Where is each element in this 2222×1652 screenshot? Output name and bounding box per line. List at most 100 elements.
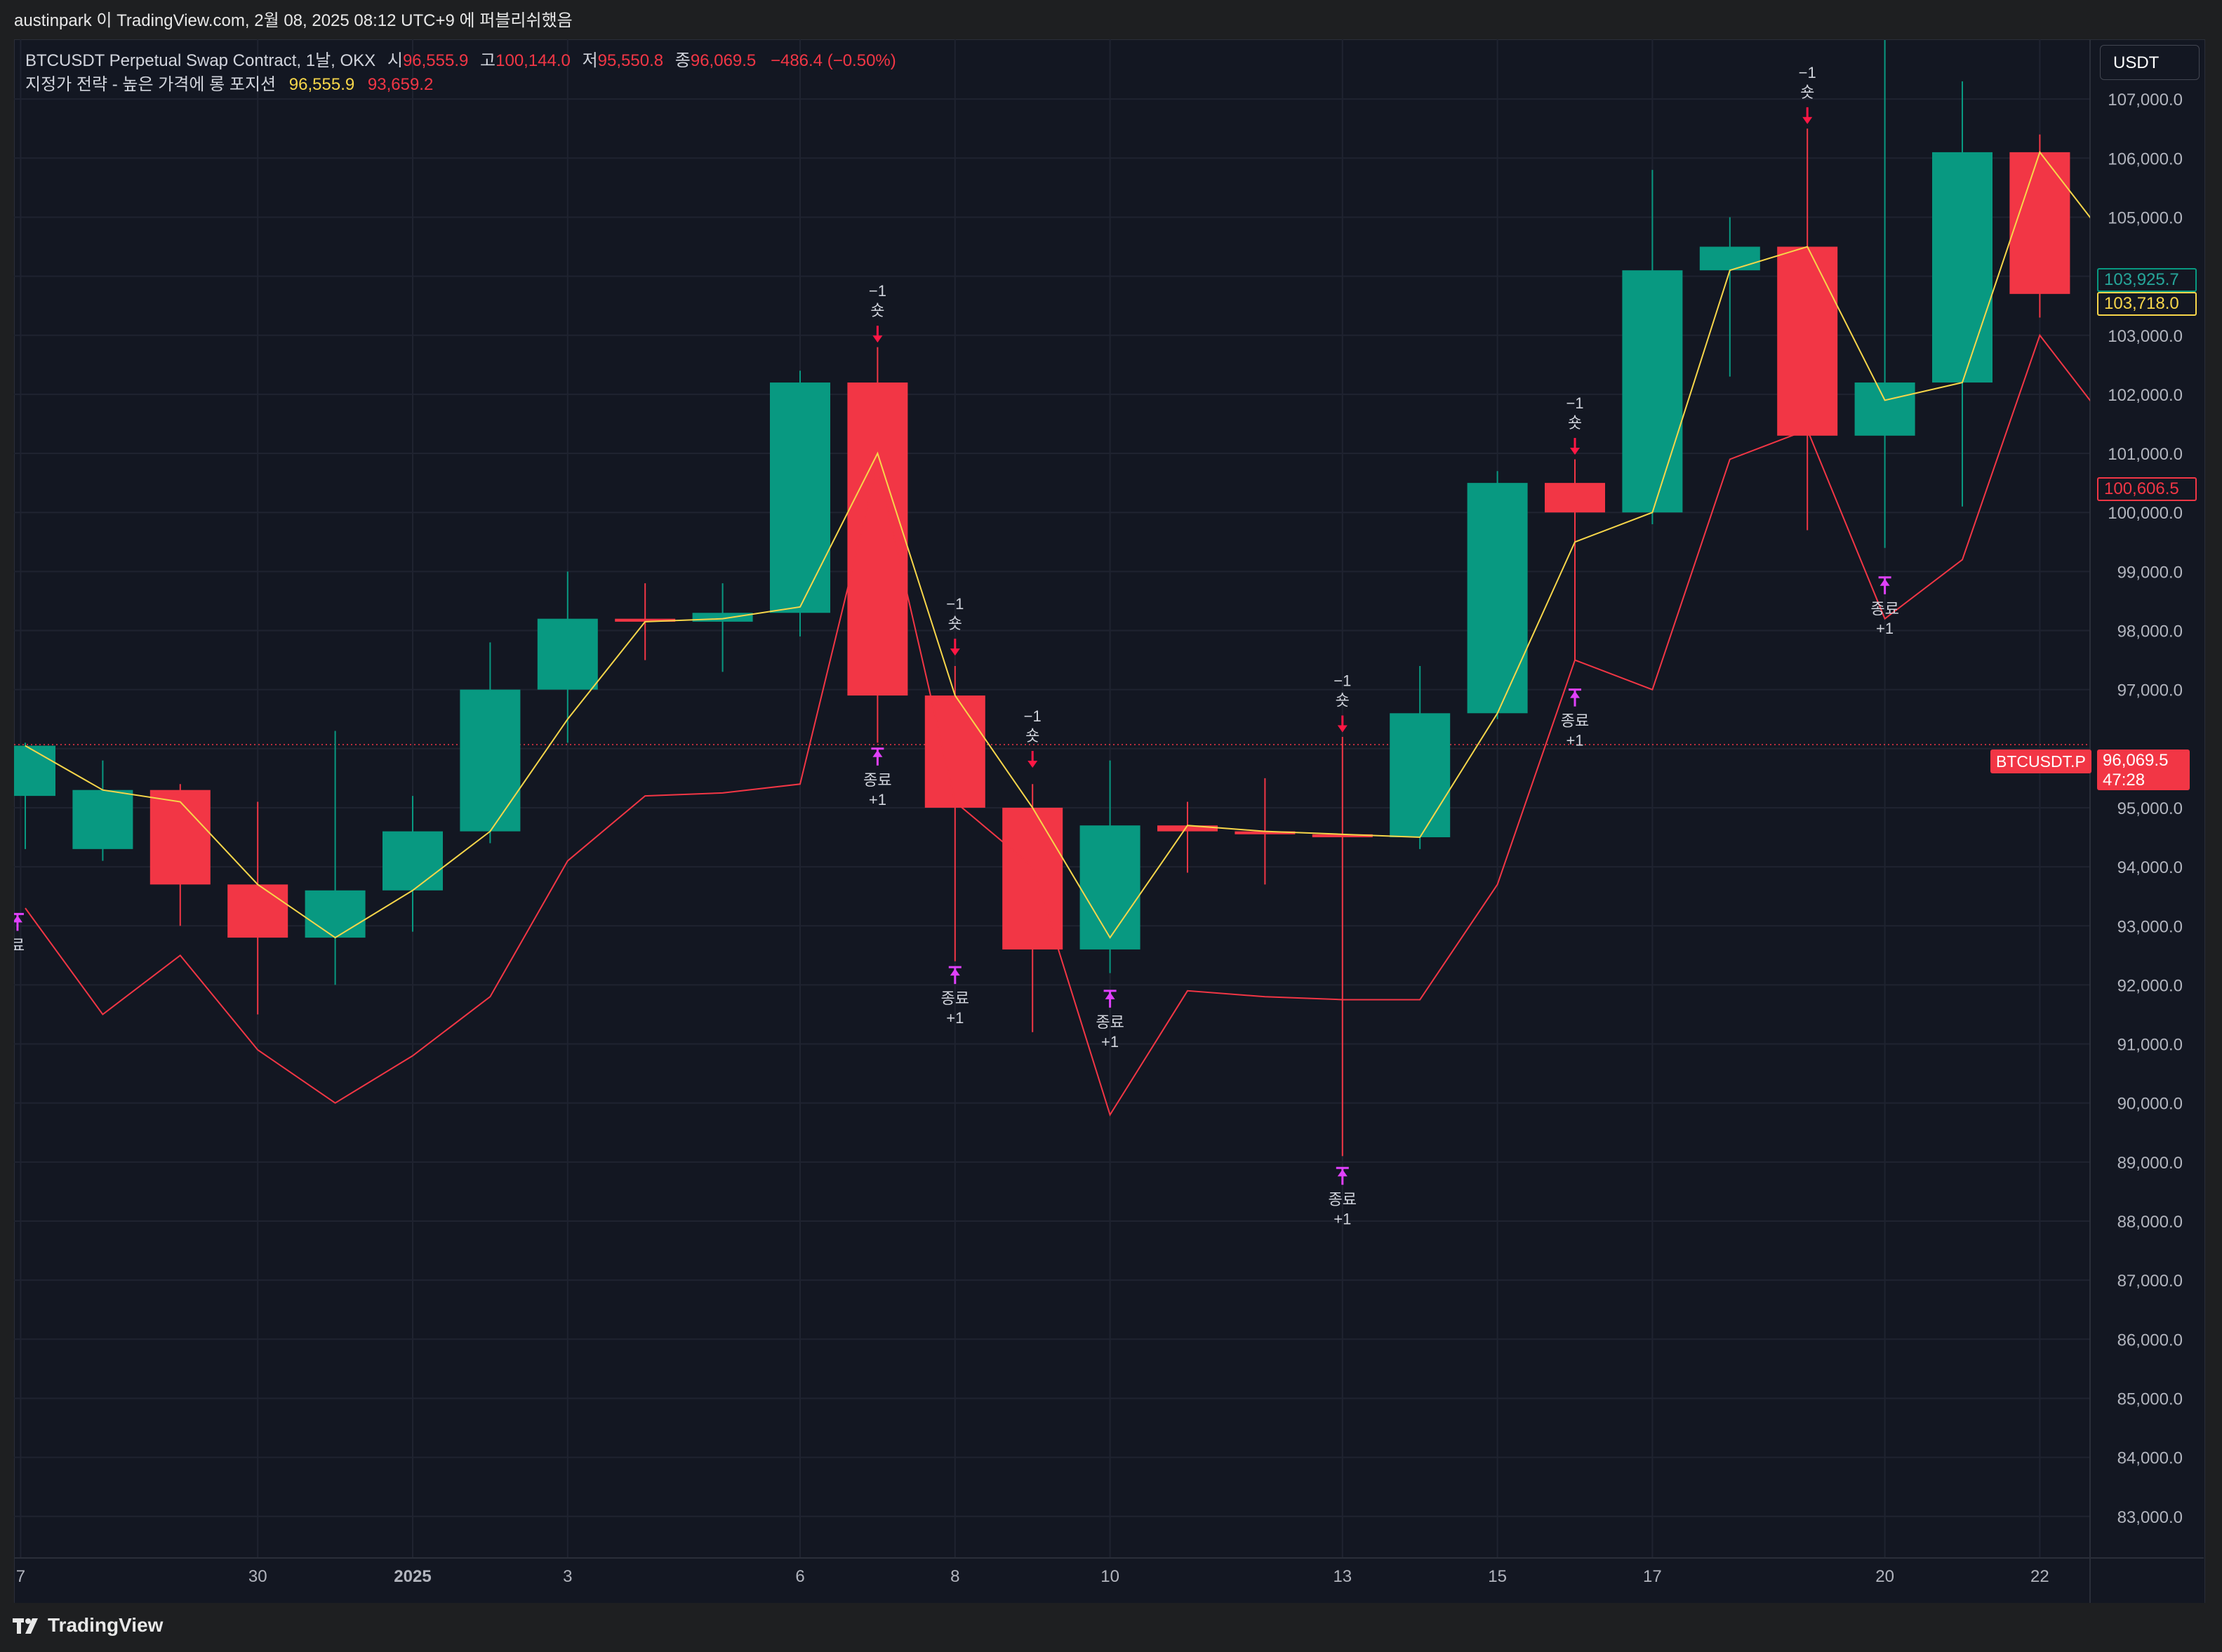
strategy-value-2: 93,659.2 — [367, 75, 434, 94]
price-axis-label: 86,000.0 — [2117, 1331, 2183, 1350]
legend-row-symbol: BTCUSDT Perpetual Swap Contract, 1날, OKX… — [25, 49, 896, 73]
exit-arrow-head — [1337, 1169, 1348, 1177]
price-axis-label: 93,000.0 — [2117, 917, 2183, 936]
candle-body — [1157, 825, 1218, 832]
legend-change: −486.4 (−0.50%) — [770, 51, 896, 70]
candle-body — [1545, 483, 1605, 513]
plot-area[interactable]: −1숏종료+1−1숏종료+1−1숏종료+1−1숏종료+1−1숏종료+1−1숏종료… — [14, 40, 2123, 1227]
candle-body — [1699, 246, 1760, 271]
bar-countdown: 47:28 — [2103, 771, 2146, 790]
price-axis-label: 103,000.0 — [2108, 327, 2183, 346]
strategy-name[interactable]: 지정가 전략 - 높은 가격에 롱 포지션 — [25, 75, 277, 94]
candle-body — [227, 884, 288, 938]
candle-body — [14, 745, 55, 797]
exit-arrow-head — [1570, 691, 1580, 698]
strategy-value-1: 96,555.9 — [288, 75, 355, 94]
short-arrow-head — [1570, 448, 1580, 455]
time-axis-label: 8 — [950, 1567, 959, 1586]
time-axis-label: 10 — [1100, 1567, 1119, 1586]
candle-body — [1777, 246, 1838, 436]
signal-qty-label: +1 — [1333, 1210, 1351, 1227]
time-axis-label: 20 — [1875, 1567, 1894, 1586]
strategy-line-2 — [25, 333, 2090, 1117]
price-badge-yellow: 103,718.0 — [2097, 292, 2197, 316]
price-badge-red: 100,606.5 — [2097, 477, 2197, 501]
currency-button[interactable]: USDT — [2100, 45, 2200, 80]
exit-arrow-head — [1880, 578, 1890, 586]
signal-type-label: 숏 — [948, 615, 962, 632]
last-price-badge: 96,069.5 47:28 — [2097, 750, 2190, 790]
signal-type-label: 종료 — [1561, 712, 1589, 730]
tradingview-logo-icon[interactable] — [13, 1616, 44, 1635]
price-axis-label: 102,000.0 — [2108, 386, 2183, 405]
signal-type-label: 종료 — [1096, 1013, 1124, 1031]
signal-qty-label: +1 — [869, 791, 886, 808]
price-axis-label: 87,000.0 — [2117, 1272, 2183, 1291]
price-axis-label: 92,000.0 — [2117, 976, 2183, 995]
tradingview-brand[interactable]: TradingView — [48, 1614, 164, 1636]
price-axis-label: 101,000.0 — [2108, 445, 2183, 464]
price-badge-green: 103,925.7 — [2097, 268, 2197, 292]
candle-body — [1002, 807, 1063, 950]
time-axis-label: 17 — [1643, 1567, 1662, 1586]
candle-body — [537, 618, 598, 690]
candle-body — [1079, 825, 1140, 950]
legend-high-label: 고 — [480, 51, 496, 70]
exit-arrow-head — [872, 750, 883, 757]
price-axis-label: 94,000.0 — [2117, 858, 2183, 877]
signal-type-label: 종료 — [863, 771, 891, 789]
short-arrow-head — [1337, 725, 1348, 733]
price-chart[interactable]: 107,000.0 106,000.0 105,000.0 103,000.0 102,… — [14, 39, 2204, 1603]
signal-qty-label: −1 — [1333, 672, 1351, 690]
signal-type-label: 종료 — [1329, 1190, 1357, 1208]
price-axis-label: 95,000.0 — [2117, 799, 2183, 818]
candle-body — [460, 689, 521, 832]
footer — [0, 1603, 2222, 1652]
price-axis-label: 106,000.0 — [2108, 149, 2183, 168]
price-axis-label: 85,000.0 — [2117, 1390, 2183, 1408]
signal-qty-label: −1 — [869, 282, 886, 300]
short-arrow-head — [950, 648, 960, 656]
time-axis-label: 15 — [1488, 1567, 1507, 1586]
candle-body — [615, 618, 676, 622]
last-price: 96,069.5 — [2103, 751, 2169, 770]
signal-type-label: 숏 — [1568, 414, 1582, 432]
signal-qty-label: −1 — [1024, 707, 1042, 725]
signal-type-label: 료 — [14, 936, 25, 954]
signal-qty-label: +1 — [1566, 732, 1583, 750]
candle-body — [149, 790, 211, 885]
price-axis-label: 105,000.0 — [2108, 208, 2183, 227]
candle-body — [72, 790, 133, 849]
legend-symbol[interactable]: BTCUSDT Perpetual Swap Contract, 1날, OKX — [25, 51, 376, 70]
candle-body — [382, 831, 443, 891]
signal-type-label: 종료 — [1870, 600, 1898, 618]
price-axis-label: 90,000.0 — [2117, 1095, 2183, 1114]
candle-body — [1235, 831, 1296, 834]
legend-close-value: 96,069.5 — [690, 51, 757, 70]
candle-body — [1312, 834, 1373, 838]
legend-open-label: 시 — [387, 51, 403, 70]
price-axis-label: 88,000.0 — [2117, 1213, 2183, 1232]
price-axis-label: 89,000.0 — [2117, 1154, 2183, 1173]
signal-type-label: 숏 — [1336, 692, 1350, 710]
candle-body — [1622, 270, 1683, 513]
short-arrow-head — [1027, 761, 1038, 768]
legend-high-value: 100,144.0 — [495, 51, 571, 70]
strategy-line-1 — [25, 150, 2090, 939]
time-axis-label: 3 — [563, 1567, 572, 1586]
price-axis-label: 84,000.0 — [2117, 1449, 2183, 1468]
candle-body — [1932, 152, 1993, 383]
legend-open-value: 96,555.9 — [402, 51, 469, 70]
time-axis-label: 13 — [1333, 1567, 1352, 1586]
signal-type-label: 숏 — [1800, 84, 1814, 101]
signal-qty-label: +1 — [946, 1009, 964, 1027]
chart-legend: BTCUSDT Perpetual Swap Contract, 1날, OKX… — [25, 49, 896, 97]
signal-qty-label: +1 — [1876, 620, 1894, 637]
legend-low-value: 95,550.8 — [597, 51, 664, 70]
signal-qty-label: −1 — [1566, 394, 1583, 412]
candle-body — [692, 613, 753, 622]
price-axis-label: 98,000.0 — [2117, 622, 2183, 641]
signal-qty-label: −1 — [1799, 64, 1816, 81]
price-axis-label: 97,000.0 — [2117, 681, 2183, 700]
signal-type-label: 종료 — [941, 990, 969, 1007]
